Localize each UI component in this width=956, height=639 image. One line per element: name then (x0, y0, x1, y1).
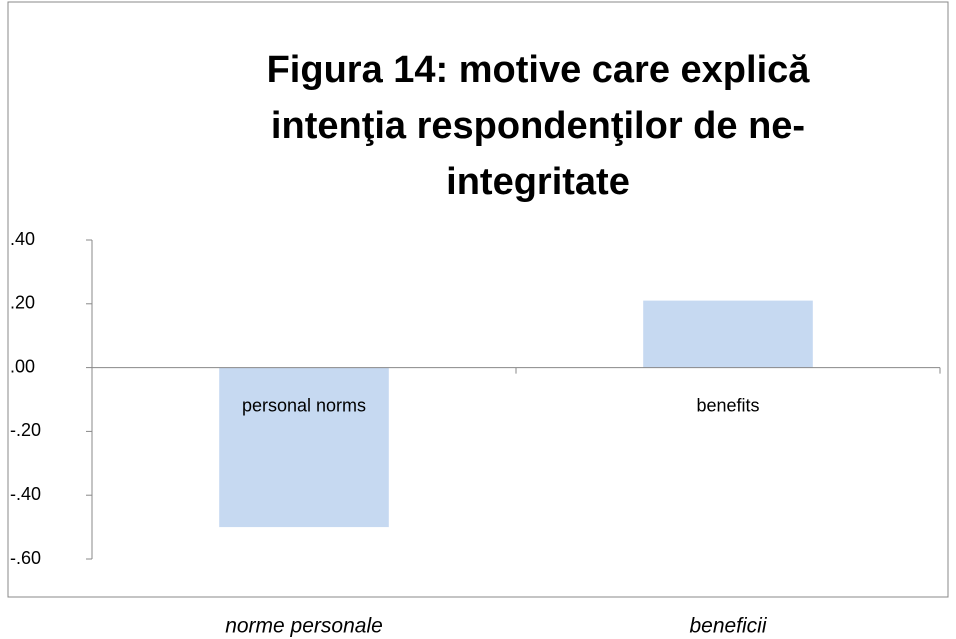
x-tick-label: personal norms (242, 395, 366, 415)
x-tick-label: benefits (696, 395, 759, 415)
y-tick-label: .20 (10, 293, 35, 313)
y-tick-label: .40 (10, 229, 35, 249)
y-tick-label: -.20 (10, 420, 41, 440)
bar (219, 367, 389, 528)
category-translation: beneficii (689, 615, 767, 638)
y-tick-label: .00 (10, 356, 35, 376)
chart-border (7, 1, 949, 598)
bar (643, 300, 813, 368)
y-tick-label: -.60 (10, 548, 41, 568)
y-tick-label: -.40 (10, 484, 41, 504)
chart-title: Figura 14: motive care explică intenţia … (266, 49, 810, 203)
category-translation: norme personale (225, 615, 383, 638)
